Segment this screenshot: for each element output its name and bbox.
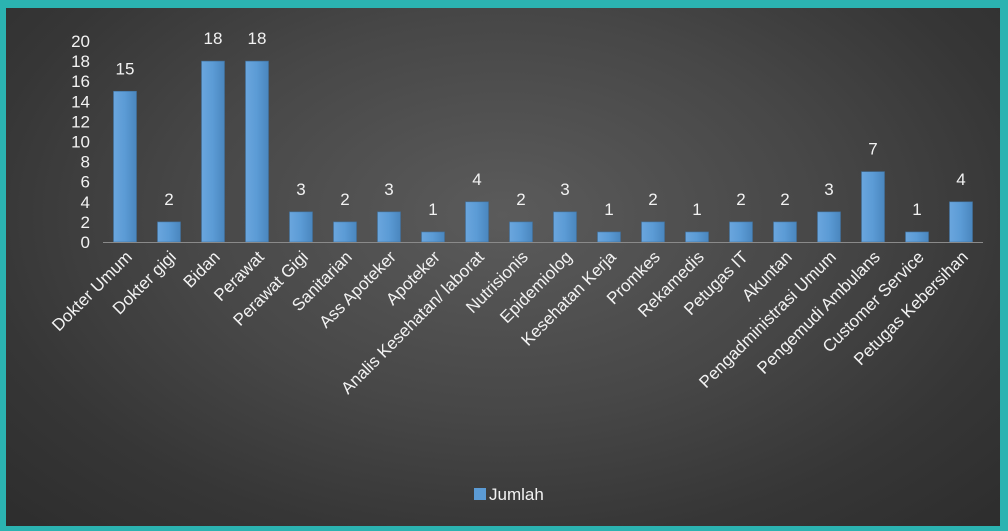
- data-labels: 15 2 18 18 3 2 3 1 4 2 3 1 2 1 2 2 3 7 1 4: [116, 29, 966, 219]
- legend-label-jumlah: Jumlah: [489, 485, 544, 504]
- data-label: 15: [116, 59, 135, 78]
- bar: [817, 211, 841, 243]
- bar: [597, 231, 621, 243]
- data-label: 3: [560, 180, 569, 199]
- data-label: 1: [604, 200, 613, 219]
- bar: [685, 231, 709, 243]
- y-tick-label: 2: [81, 213, 90, 232]
- bar: [465, 201, 489, 243]
- data-label: 3: [824, 180, 833, 199]
- bar: [113, 90, 137, 243]
- bar: [729, 221, 753, 243]
- y-tick-label: 8: [81, 153, 90, 172]
- data-label: 2: [648, 190, 657, 209]
- legend: Jumlah: [474, 485, 544, 504]
- bar: [157, 221, 181, 243]
- data-label: 4: [956, 170, 965, 189]
- bar: [333, 221, 357, 243]
- y-tick-label: 20: [71, 32, 90, 51]
- data-label: 18: [204, 29, 223, 48]
- bar: [509, 221, 533, 243]
- data-label: 1: [912, 200, 921, 219]
- bar: [289, 211, 313, 243]
- data-label: 2: [516, 190, 525, 209]
- data-label: 1: [692, 200, 701, 219]
- bar: [641, 221, 665, 243]
- bar-series-jumlah: [113, 60, 973, 243]
- bar: [905, 231, 929, 243]
- y-tick-label: 4: [81, 193, 90, 212]
- y-tick-label: 14: [71, 92, 90, 111]
- legend-swatch-jumlah: [474, 488, 486, 500]
- data-label: 4: [472, 170, 481, 189]
- data-label: 1: [428, 200, 437, 219]
- bar: [773, 221, 797, 243]
- y-tick-label: 16: [71, 72, 90, 91]
- y-tick-label: 18: [71, 52, 90, 71]
- bar: [949, 201, 973, 243]
- data-label: 3: [384, 180, 393, 199]
- bar: [421, 231, 445, 243]
- y-tick-label: 6: [81, 173, 90, 192]
- data-label: 2: [164, 190, 173, 209]
- data-label: 3: [296, 180, 305, 199]
- data-label: 2: [340, 190, 349, 209]
- y-tick-label: 0: [81, 233, 90, 252]
- bar: [245, 60, 269, 243]
- bar: [861, 171, 885, 243]
- data-label: 7: [868, 140, 877, 159]
- chart-frame: [6, 8, 1000, 526]
- data-label: 2: [780, 190, 789, 209]
- data-label: 18: [248, 29, 267, 48]
- y-tick-label: 12: [71, 112, 90, 131]
- bar: [377, 211, 401, 243]
- bar: [201, 60, 225, 243]
- data-label: 2: [736, 190, 745, 209]
- y-tick-label: 10: [71, 133, 90, 152]
- bar: [553, 211, 577, 243]
